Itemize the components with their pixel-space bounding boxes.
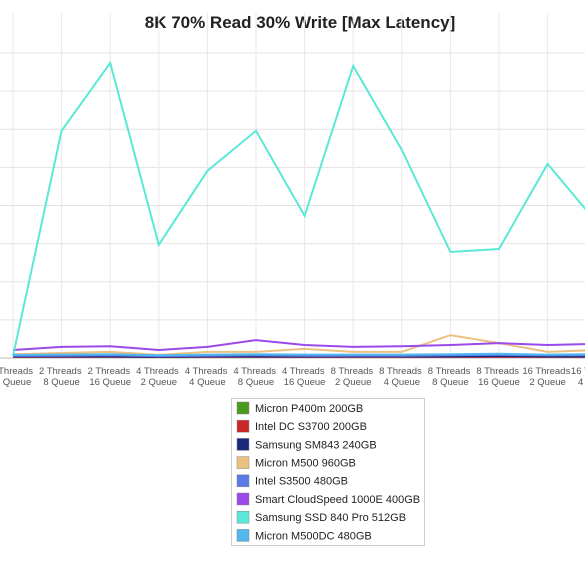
x-tick-line: 8 Queue [43,377,79,388]
legend-label: Intel S3500 480GB [255,476,348,488]
x-tick-label: 4 Threads 8 Queue [233,366,278,388]
x-tick-label: 4 Threads 2 Queue [136,366,181,388]
legend-label: Micron P400m 200GB [255,403,363,415]
legend-label: Micron M500DC 480GB [255,530,372,542]
series-line [12,60,585,357]
legend-swatch [236,456,250,469]
x-tick-line: 2 Queue [335,377,371,388]
x-tick-label: 4 Threads 16 Queue [282,366,327,388]
x-tick-line: 4 Threads [185,366,230,377]
x-tick-label: 8 Threads 4 Queue [379,366,424,388]
x-tick-label: 8 Threads 2 Queue [331,366,376,388]
x-tick-label: 8 Threads 16 Queue [476,366,521,388]
legend-swatch [236,401,250,415]
legend-swatch [236,529,250,542]
legend-label: Samsung SSD 840 Pro 512GB [255,512,406,524]
legend-box [231,398,425,546]
x-tick-line: 4 Queue [578,377,585,388]
x-tick-line: 4 Threads [282,366,327,377]
x-tick-label: 16 Threads 2 Queue [522,366,573,388]
legend-label: Smart CloudSpeed 1000E 400GB [255,494,420,506]
x-tick-line: 4 Queue [189,377,225,388]
legend-label: Intel DC S3700 200GB [255,421,367,433]
x-tick-label: 16 Threads 4 Queue [571,366,585,388]
legend-label: Micron M500 960GB [255,458,356,470]
x-tick-line: 8 Queue [238,377,274,388]
x-tick-line: 4 Queue [384,377,420,388]
x-tick-line: 8 Threads [476,366,521,377]
x-tick-line: 2 Queue [141,377,177,388]
x-tick-line: 8 Threads [428,366,473,377]
x-tick-line: 16 Queue [478,377,520,388]
series-line [12,352,585,357]
x-tick-line: 16 Threads [522,366,573,377]
legend-swatch [236,438,250,451]
legend-swatch [236,474,250,488]
x-tick-line: 8 Threads [379,366,424,377]
legend-swatch [236,510,250,524]
x-tick-line: 4 Threads [233,366,278,377]
x-tick-line: 4 Queue [0,377,31,388]
chart-title: 8K 70% Read 30% Write [Max Latency] [145,13,456,32]
x-tick-line: 16 Threads [571,366,585,377]
x-tick-label: 4 Threads 4 Queue [185,366,230,388]
x-tick-line: 2 Threads [0,366,36,377]
legend-swatch [236,492,250,506]
x-tick-line: 16 Queue [89,377,131,388]
legend-swatch [236,419,250,433]
legend-label: Samsung SM843 240GB [255,439,377,451]
x-tick-line: 4 Threads [136,366,181,377]
x-tick-line: 8 Threads [331,366,376,377]
x-tick-line: 2 Threads [39,366,84,377]
x-tick-line: 2 Threads [88,366,133,377]
x-tick-line: 16 Queue [284,377,326,388]
x-tick-line: 2 Queue [529,377,565,388]
x-tick-label: 2 Threads 16 Queue [88,366,133,388]
x-tick-label: 2 Threads 8 Queue [39,366,84,388]
series-line [13,353,585,358]
x-tick-line: 8 Queue [432,377,468,388]
x-tick-label: 2 Threads 4 Queue [0,366,36,388]
series-line [12,339,585,352]
x-tick-label: 8 Threads 8 Queue [428,366,473,388]
